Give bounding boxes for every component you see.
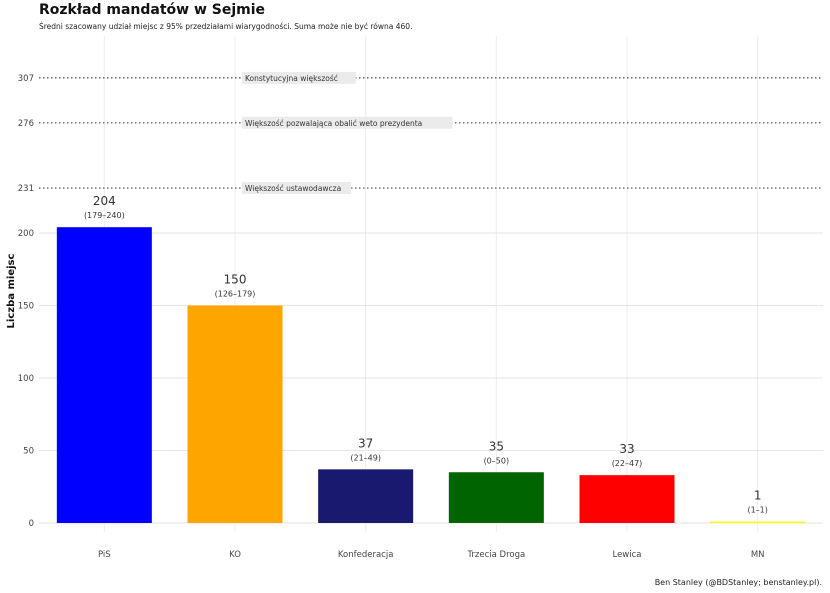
threshold-tick-label: 231 — [18, 184, 34, 194]
bar-value-label: 204 — [93, 194, 116, 208]
bar-lewica — [579, 475, 675, 523]
x-tick-label: Lewica — [612, 550, 641, 560]
bar-mn — [710, 521, 806, 523]
bar-interval-label: (126–179) — [215, 290, 256, 299]
bar-trzecia-droga — [448, 472, 544, 523]
bar-interval-label: (21–49) — [350, 453, 381, 462]
threshold-label: Konstytucyjna większość — [245, 74, 338, 83]
x-tick-label: KO — [229, 550, 241, 560]
chart-subtitle: Średni szacowany udział miejsc z 95% prz… — [39, 22, 413, 31]
bar-konfederacja — [318, 469, 414, 523]
bar-value-label: 35 — [489, 439, 504, 453]
x-tick-label: MN — [751, 550, 765, 560]
threshold-tick-label: 307 — [18, 74, 34, 84]
bar-value-label: 1 — [754, 489, 762, 503]
y-tick-label: 100 — [18, 374, 34, 384]
y-tick-label: 50 — [23, 447, 34, 457]
y-tick-label: 0 — [29, 519, 34, 529]
x-tick-label: Trzecia Droga — [466, 550, 525, 560]
bar-interval-label: (0–50) — [484, 456, 510, 465]
y-tick-label: 150 — [18, 302, 34, 312]
bar-value-label: 150 — [224, 273, 247, 287]
x-tick-label: PiS — [98, 550, 111, 560]
bar-ko — [187, 305, 283, 523]
bar-interval-label: (179–240) — [84, 211, 125, 220]
y-axis-title: Liczba miejsc — [6, 253, 17, 328]
bar-interval-label: (22–47) — [612, 459, 643, 468]
bar-value-label: 33 — [619, 442, 634, 456]
x-tick-label: Konfederacja — [338, 550, 394, 560]
chart-title: Rozkład mandatów w Sejmie — [39, 2, 266, 18]
threshold-label: Większość pozwalająca obalić weto prezyd… — [245, 119, 422, 128]
chart-caption: Ben Stanley (@BDStanley; benstanley.pl). — [654, 578, 822, 587]
threshold-label-bg — [242, 71, 356, 84]
bar-interval-label: (1–1) — [747, 506, 767, 515]
threshold-label-bg — [242, 116, 453, 129]
bar-pis — [56, 227, 152, 523]
threshold-label-bg — [242, 182, 352, 195]
bar-value-label: 37 — [358, 436, 373, 450]
threshold-label: Większość ustawodawcza — [245, 184, 341, 193]
y-tick-label: 200 — [18, 229, 34, 239]
threshold-tick-label: 276 — [18, 119, 34, 129]
